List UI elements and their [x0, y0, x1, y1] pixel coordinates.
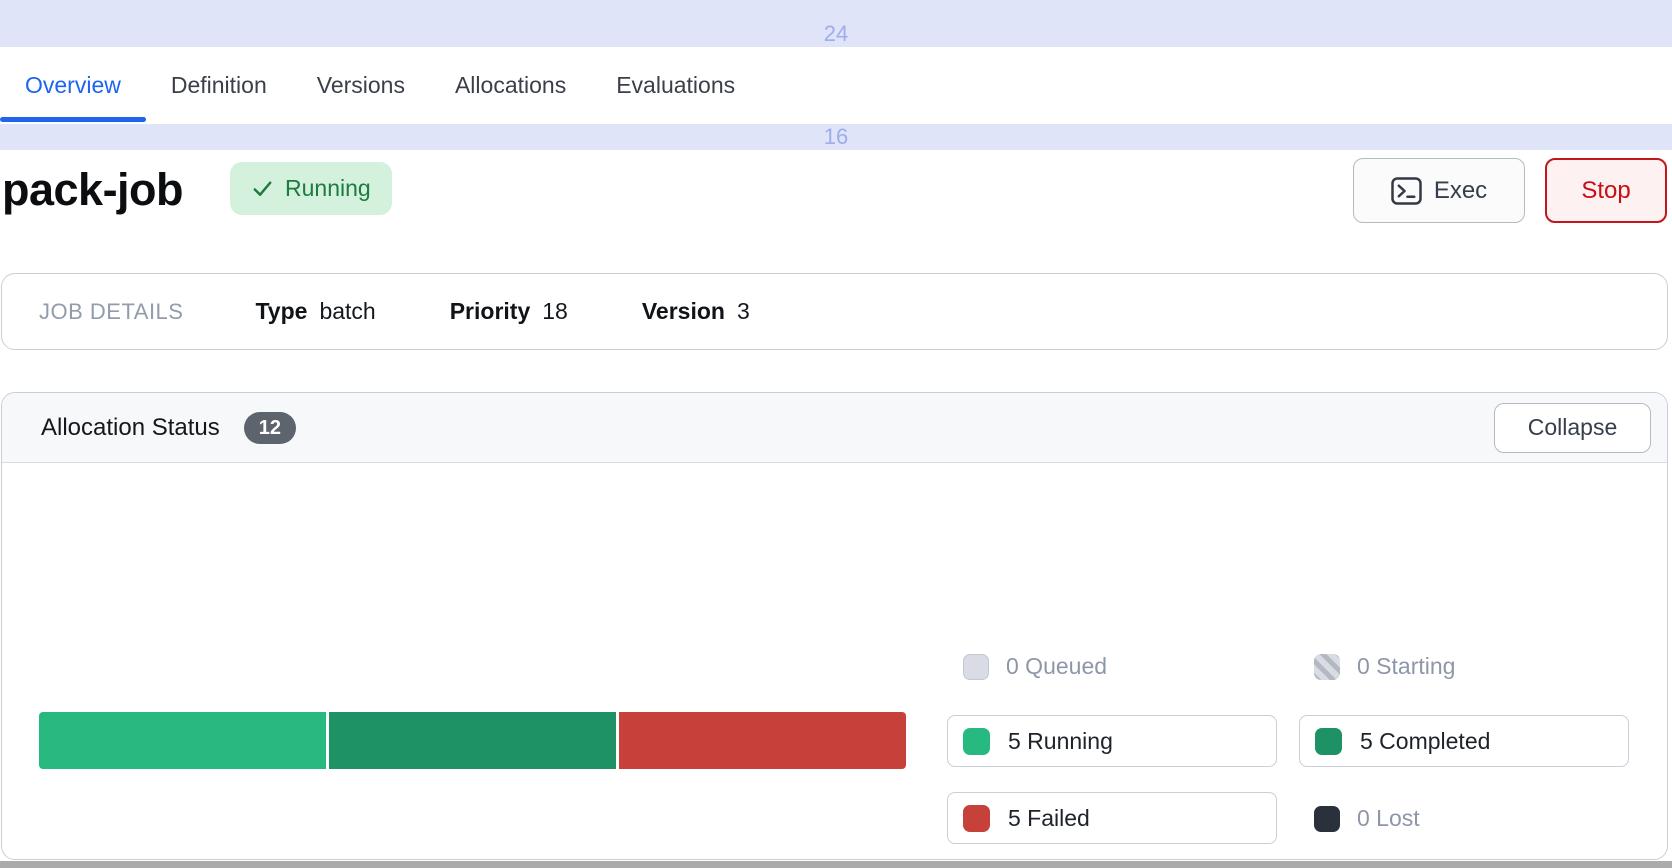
- bar-segment-running: [39, 712, 326, 769]
- tab-versions-label: Versions: [316, 72, 405, 98]
- allocation-status-title: Allocation Status: [41, 413, 220, 441]
- tab-allocations[interactable]: Allocations: [430, 47, 591, 124]
- completed-swatch-icon: [1315, 727, 1342, 755]
- job-detail-type-label: Type: [255, 298, 308, 324]
- tab-definition[interactable]: Definition: [146, 47, 292, 124]
- job-details-heading: JOB DETAILS: [39, 298, 184, 324]
- tab-definition-label: Definition: [170, 72, 267, 98]
- collapse-button-label: Collapse: [1527, 414, 1618, 440]
- legend-item-lost: 0 Lost: [1314, 805, 1420, 832]
- job-detail-version-value: 3: [736, 298, 750, 324]
- allocation-stacked-bar[interactable]: [39, 712, 906, 769]
- job-tab-bar: Overview Definition Versions Allocations…: [0, 47, 1672, 124]
- job-detail-priority: Priority 18: [450, 298, 568, 325]
- running-swatch-icon: [963, 727, 990, 755]
- legend-item-failed[interactable]: 5 Failed: [947, 792, 1277, 844]
- bar-segment-failed: [619, 712, 906, 769]
- job-detail-version-label: Version: [641, 298, 725, 324]
- legend-item-failed-label: 5 Failed: [1008, 804, 1090, 831]
- legend-item-queued: 0 Queued: [963, 653, 1107, 680]
- legend-item-running-label: 5 Running: [1008, 727, 1113, 754]
- lost-swatch-icon: [1314, 805, 1340, 832]
- stop-button[interactable]: Stop: [1545, 158, 1667, 223]
- legend-item-completed[interactable]: 5 Completed: [1299, 715, 1629, 767]
- legend-item-running[interactable]: 5 Running: [947, 715, 1277, 767]
- queued-swatch-icon: [963, 653, 989, 680]
- tab-overview-label: Overview: [25, 72, 121, 98]
- bar-segment-completed: [329, 712, 616, 769]
- legend-item-starting-label: 0 Starting: [1357, 653, 1456, 679]
- legend-item-lost-label: 0 Lost: [1357, 805, 1420, 831]
- job-detail-priority-value: 18: [542, 298, 568, 324]
- failed-swatch-icon: [963, 804, 990, 832]
- tab-overview[interactable]: Overview: [0, 47, 146, 124]
- page-title: pack-job: [2, 164, 184, 215]
- check-icon: [253, 181, 272, 196]
- allocation-count-badge: 12: [243, 411, 297, 444]
- job-detail-type-value: batch: [319, 298, 376, 324]
- allocation-status-card: Allocation Status 12 Collapse 0 Queued 0…: [1, 392, 1668, 860]
- job-detail-priority-label: Priority: [449, 298, 531, 324]
- spacing-value-top: 24: [823, 21, 849, 46]
- spacing-value-mid: 16: [823, 124, 849, 149]
- legend-item-completed-label: 5 Completed: [1360, 727, 1491, 754]
- legend-item-queued-label: 0 Queued: [1006, 653, 1108, 679]
- spacing-annotation-top: 24: [0, 0, 1672, 47]
- starting-swatch-icon: [1314, 653, 1340, 680]
- status-badge: Running: [230, 162, 392, 215]
- allocation-chart-area: 0 Queued 0 Starting 5 Running 5 Complete…: [2, 463, 1667, 859]
- spacing-annotation-mid: 16: [0, 124, 1672, 150]
- terminal-icon: [1391, 176, 1422, 205]
- job-detail-type: Type batch: [255, 298, 375, 325]
- exec-button[interactable]: Exec: [1353, 158, 1525, 223]
- tab-allocations-label: Allocations: [454, 72, 567, 98]
- job-detail-version: Version 3: [642, 298, 750, 325]
- tab-versions[interactable]: Versions: [292, 47, 430, 124]
- collapse-button[interactable]: Collapse: [1494, 402, 1651, 453]
- status-badge-label: Running: [285, 175, 371, 201]
- exec-button-label: Exec: [1433, 176, 1488, 204]
- page-bottom-edge: [0, 861, 1672, 868]
- job-details-card: JOB DETAILS Type batch Priority 18 Versi…: [1, 273, 1668, 350]
- allocation-status-header: Allocation Status 12 Collapse: [2, 393, 1667, 463]
- legend-item-starting: 0 Starting: [1314, 653, 1455, 680]
- stop-button-label: Stop: [1581, 176, 1631, 204]
- tab-evaluations-label: Evaluations: [616, 72, 736, 98]
- tab-evaluations[interactable]: Evaluations: [591, 47, 760, 124]
